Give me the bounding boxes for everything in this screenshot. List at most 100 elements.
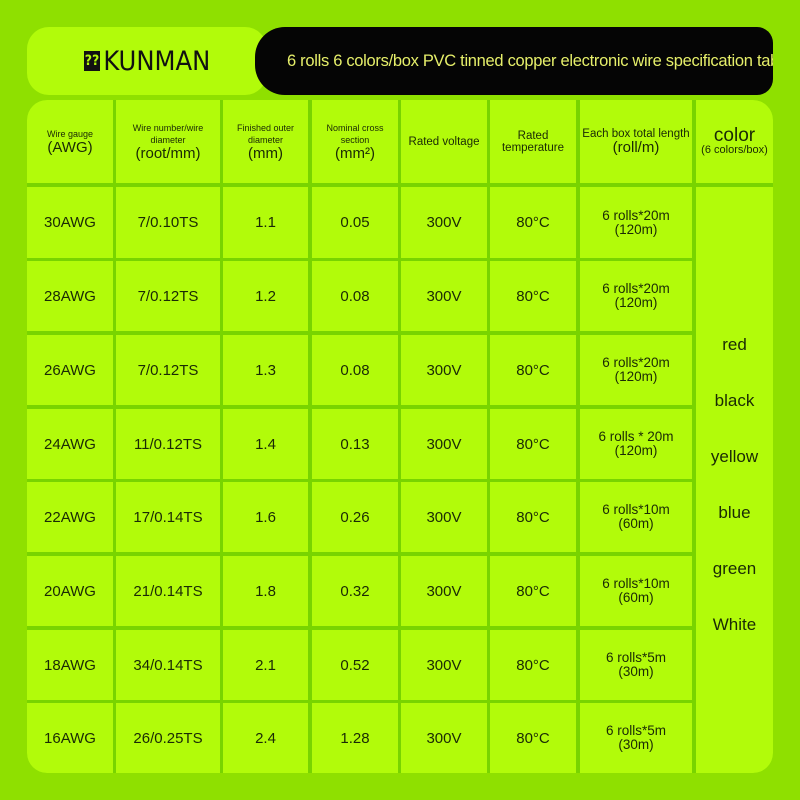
color-list: red black yellow blue green White <box>696 187 773 773</box>
header-label: Each box total length <box>582 127 690 140</box>
length-per-roll: 6 rolls*20m <box>602 355 670 370</box>
table-cell-od: 1.1 <box>223 187 308 258</box>
cell-value: 34/0.14TS <box>133 656 203 674</box>
header-label: Wire gauge <box>46 128 94 139</box>
cell-value: 0.08 <box>340 361 370 379</box>
cell-value: 0.26 <box>340 508 370 526</box>
table-cell-cs: 0.52 <box>312 630 398 700</box>
cell-value: 80°C <box>516 508 550 526</box>
header-label: color <box>713 124 756 146</box>
table-cell-strand: 11/0.12TS <box>116 409 220 479</box>
cell-value: 28AWG <box>44 287 96 305</box>
header-unit: (root/mm) <box>135 144 201 162</box>
total-length: (120m) <box>614 221 658 237</box>
table-cell-t: 80°C <box>490 482 576 552</box>
table-cell-v: 300V <box>401 409 487 479</box>
total-length: (30m) <box>618 737 654 752</box>
table-cell-cs: 0.08 <box>312 335 398 405</box>
color-item: black <box>714 391 755 410</box>
cell-value: 7/0.12TS <box>137 287 199 305</box>
header-cell: Rated voltage <box>401 100 487 183</box>
header-label: Finished outer diameter <box>236 122 295 145</box>
table-cell-t: 80°C <box>490 556 576 626</box>
header-label: Wire number/wire diameter <box>132 122 204 145</box>
table-cell-cs: 0.13 <box>312 409 398 479</box>
table-cell-od: 1.3 <box>223 335 308 405</box>
cell-value: 1.1 <box>255 214 276 231</box>
color-item: green <box>712 559 757 578</box>
table-cell-cs: 0.32 <box>312 556 398 626</box>
length-per-roll: 6 rolls*5m <box>605 723 667 738</box>
logo-mark: ?? <box>83 51 101 71</box>
table-cell-od: 2.4 <box>223 703 308 773</box>
cell-value: 300V <box>426 435 462 453</box>
table-cell-cs: 0.26 <box>312 482 398 552</box>
cell-value: 300V <box>426 287 462 305</box>
page-title: 6 rolls 6 colors/box PVC tinned copper e… <box>255 27 773 95</box>
cell-value: 0.32 <box>340 582 370 600</box>
header-unit: (AWG) <box>47 138 93 156</box>
table-cell-t: 80°C <box>490 187 576 258</box>
brand-logo: ?? KUNMAN <box>27 27 267 95</box>
table-cell-length: 6 rolls*10m (60m) <box>580 556 692 626</box>
header-label: Rated temperature <box>501 129 564 154</box>
cell-value: 16AWG <box>44 729 96 747</box>
table-cell-v: 300V <box>401 482 487 552</box>
header-unit: (mm) <box>248 144 283 162</box>
cell-value: 0.52 <box>340 656 370 674</box>
cell-value: 7/0.12TS <box>137 361 199 379</box>
total-length: (120m) <box>614 443 658 458</box>
header-unit: (roll/m) <box>612 138 660 156</box>
table-cell-strand: 17/0.14TS <box>116 482 220 552</box>
color-item: red <box>722 335 747 354</box>
header-cell: Finished outer diameter (mm) <box>223 100 308 183</box>
length-per-roll: 6 rolls * 20m <box>598 429 674 444</box>
cell-value: 30AWG <box>44 214 96 231</box>
table-cell-awg: 22AWG <box>27 482 113 552</box>
table-cell-awg: 18AWG <box>27 630 113 700</box>
table-cell-cs: 0.05 <box>312 187 398 258</box>
cell-value: 24AWG <box>44 435 96 453</box>
table-cell-length: 6 rolls*5m (30m) <box>580 630 692 700</box>
cell-value: 80°C <box>516 361 550 379</box>
table-cell-awg: 28AWG <box>27 261 113 331</box>
table-cell-strand: 26/0.25TS <box>116 703 220 773</box>
table-cell-v: 300V <box>401 187 487 258</box>
table-cell-t: 80°C <box>490 261 576 331</box>
header-label: Rated voltage <box>408 135 480 148</box>
cell-value: 0.13 <box>340 435 370 453</box>
table-cell-awg: 30AWG <box>27 187 113 258</box>
cell-value: 1.28 <box>340 729 370 747</box>
color-item: White <box>712 615 757 634</box>
table-cell-v: 300V <box>401 556 487 626</box>
cell-value: 300V <box>426 582 462 600</box>
cell-value: 17/0.14TS <box>133 508 203 526</box>
cell-value: 300V <box>426 214 462 231</box>
table-cell-length: 6 rolls*5m (30m) <box>580 703 692 773</box>
total-length: (120m) <box>614 295 658 310</box>
cell-value: 1.4 <box>255 435 276 453</box>
cell-value: 2.4 <box>255 729 276 747</box>
table-cell-length: 6 rolls * 20m (120m) <box>580 409 692 479</box>
cell-value: 2.1 <box>255 656 276 674</box>
table-cell-od: 1.8 <box>223 556 308 626</box>
table-cell-cs: 0.08 <box>312 261 398 331</box>
header-cell: color (6 colors/box) <box>696 100 773 183</box>
total-length: (30m) <box>618 664 654 679</box>
cell-value: 18AWG <box>44 656 96 674</box>
header-unit: (mm²) <box>335 144 375 162</box>
cell-value: 300V <box>426 361 462 379</box>
cell-value: 80°C <box>516 435 550 453</box>
color-item: yellow <box>710 447 759 466</box>
cell-value: 26/0.25TS <box>133 729 203 747</box>
table-cell-awg: 20AWG <box>27 556 113 626</box>
cell-value: 300V <box>426 656 462 674</box>
table-cell-length: 6 rolls*20m (120m) <box>580 335 692 405</box>
table-cell-v: 300V <box>401 335 487 405</box>
cell-value: 1.2 <box>255 287 276 305</box>
cell-value: 80°C <box>516 582 550 600</box>
length-per-roll: 6 rolls*5m <box>605 650 667 665</box>
cell-value: 22AWG <box>44 508 96 526</box>
table-cell-t: 80°C <box>490 630 576 700</box>
cell-value: 80°C <box>516 287 550 305</box>
